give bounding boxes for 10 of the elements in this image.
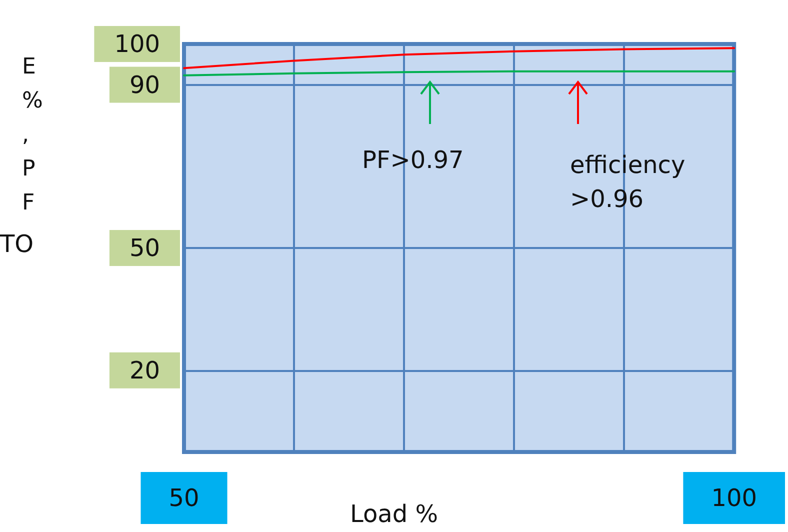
y-tick-label: 50 <box>129 234 160 262</box>
x-axis-title: Load % <box>350 500 438 528</box>
line-series <box>183 47 736 70</box>
y-axis-title: E%,PF <box>22 54 43 216</box>
y-tick-label: 20 <box>129 356 160 384</box>
annotation: efficiency >0.96 <box>570 151 686 213</box>
y-tick-label: 90 <box>129 70 160 99</box>
annotation: PF>0.97 <box>362 146 464 174</box>
y-tick-label: 100 <box>114 30 160 58</box>
text: TO <box>0 230 34 258</box>
